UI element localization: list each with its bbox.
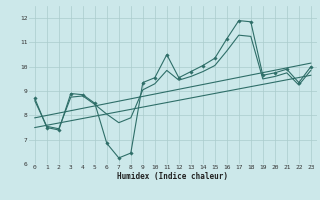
X-axis label: Humidex (Indice chaleur): Humidex (Indice chaleur) xyxy=(117,172,228,181)
